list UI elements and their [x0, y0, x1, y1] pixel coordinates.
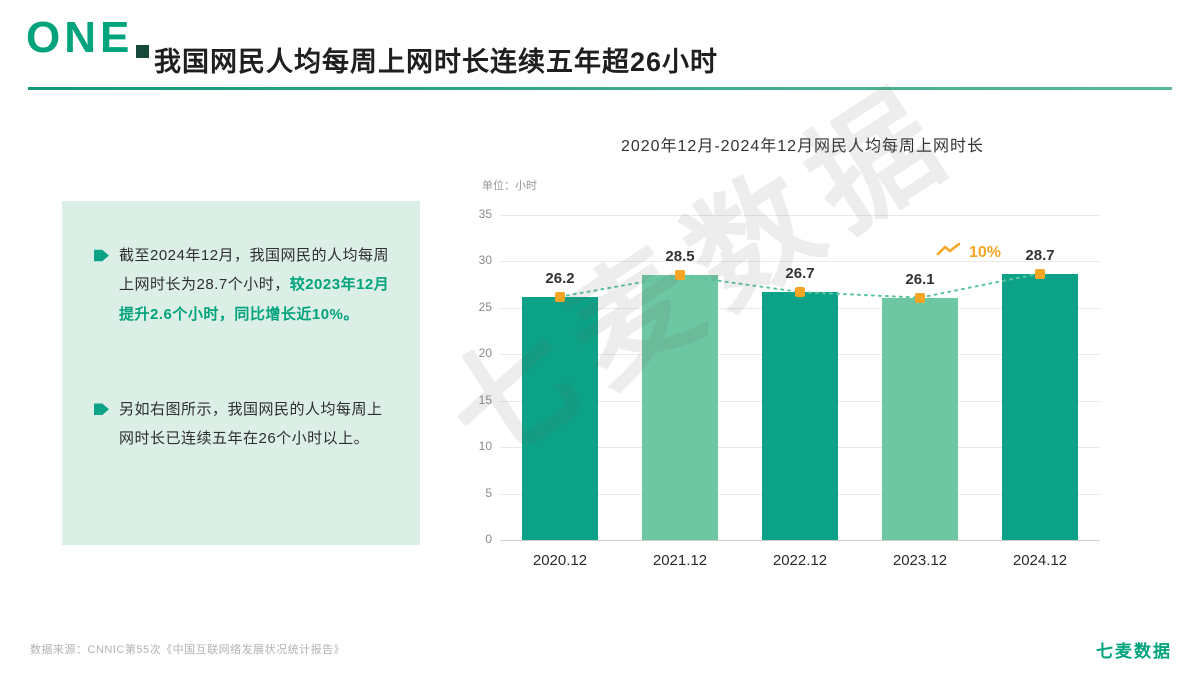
data-source-note: 数据来源：CNNIC第55次《中国互联网络发展状况统计报告》 — [30, 644, 346, 656]
title-divider — [28, 87, 1172, 90]
bar — [1002, 273, 1078, 540]
bullet-1-highlight: 较2023年12月提升2.6个小时，同比增长近10%。 — [119, 276, 390, 323]
bullet-item-2: 另如右图所示，我国网民的人均每周上网时长已连续五年在26个小时以上。 — [94, 395, 392, 454]
bullet-1-normal: 截至2024年12月，我国网民的人均每周上网时长为28.7个小时， — [119, 247, 390, 294]
y-tick-label: 25 — [478, 299, 492, 314]
y-tick-label: 15 — [478, 392, 492, 407]
trend-line — [559, 272, 1041, 299]
y-tick-label: 0 — [485, 532, 492, 546]
arrow-bullet-icon — [94, 249, 109, 262]
qimai-logo: 七麦数据 — [1096, 642, 1172, 661]
bullet-item-1: 截至2024年12月，我国网民的人均每周上网时长为28.7个小时，较2023年1… — [94, 241, 392, 329]
bar-value-label: 26.2 — [545, 269, 575, 287]
gridline — [500, 261, 1100, 263]
bar-value-label: 26.1 — [905, 270, 935, 288]
x-axis-label: 2020.12 — [532, 552, 588, 569]
page-title: 我国网民人均每周上网时长连续五年超26小时 — [154, 47, 719, 77]
summary-panel: 截至2024年12月，我国网民的人均每周上网时长为28.7个小时，较2023年1… — [62, 201, 420, 545]
bullet-text-1: 截至2024年12月，我国网民的人均每周上网时长为28.7个小时，较2023年1… — [119, 241, 392, 329]
data-point-marker — [555, 291, 565, 302]
data-point-marker — [795, 287, 805, 298]
bar — [762, 292, 838, 540]
bar — [882, 297, 958, 540]
gridline — [500, 215, 1100, 216]
chart-title: 2020年12月-2024年12月网民人均每周上网时长 — [620, 138, 985, 155]
trend-up-icon — [936, 241, 962, 264]
x-axis-label: 2023.12 — [892, 552, 948, 569]
y-tick-label: 5 — [485, 485, 492, 500]
y-tick-label: 30 — [478, 253, 492, 268]
y-tick-label: 10 — [478, 439, 492, 454]
x-axis-label: 2022.12 — [772, 552, 828, 569]
x-axis-label: 2024.12 — [1012, 552, 1068, 569]
bar — [642, 275, 718, 540]
growth-percentage-label: 10% — [969, 243, 1002, 261]
bar-value-label: 26.7 — [785, 265, 815, 283]
arrow-bullet-icon — [94, 403, 109, 415]
gridline — [500, 540, 1100, 541]
data-point-marker — [675, 270, 685, 281]
y-tick-label: 35 — [478, 207, 492, 221]
section-number-text: ONE — [26, 13, 134, 62]
growth-legend: 10% — [936, 241, 1001, 264]
data-point-marker — [1035, 268, 1045, 279]
section-number: ONE — [26, 12, 150, 65]
x-axis-label: 2021.12 — [652, 552, 708, 569]
y-tick-label: 20 — [478, 346, 492, 361]
bullet-text-2: 另如右图所示，我国网民的人均每周上网时长已连续五年在26个小时以上。 — [119, 400, 383, 447]
section-square-decoration — [136, 44, 150, 58]
bar — [522, 296, 598, 540]
data-point-marker — [915, 292, 925, 303]
bar-value-label: 28.7 — [1025, 246, 1055, 264]
unit-label: 单位：小时 — [482, 180, 537, 192]
bar-value-label: 28.5 — [665, 248, 695, 266]
